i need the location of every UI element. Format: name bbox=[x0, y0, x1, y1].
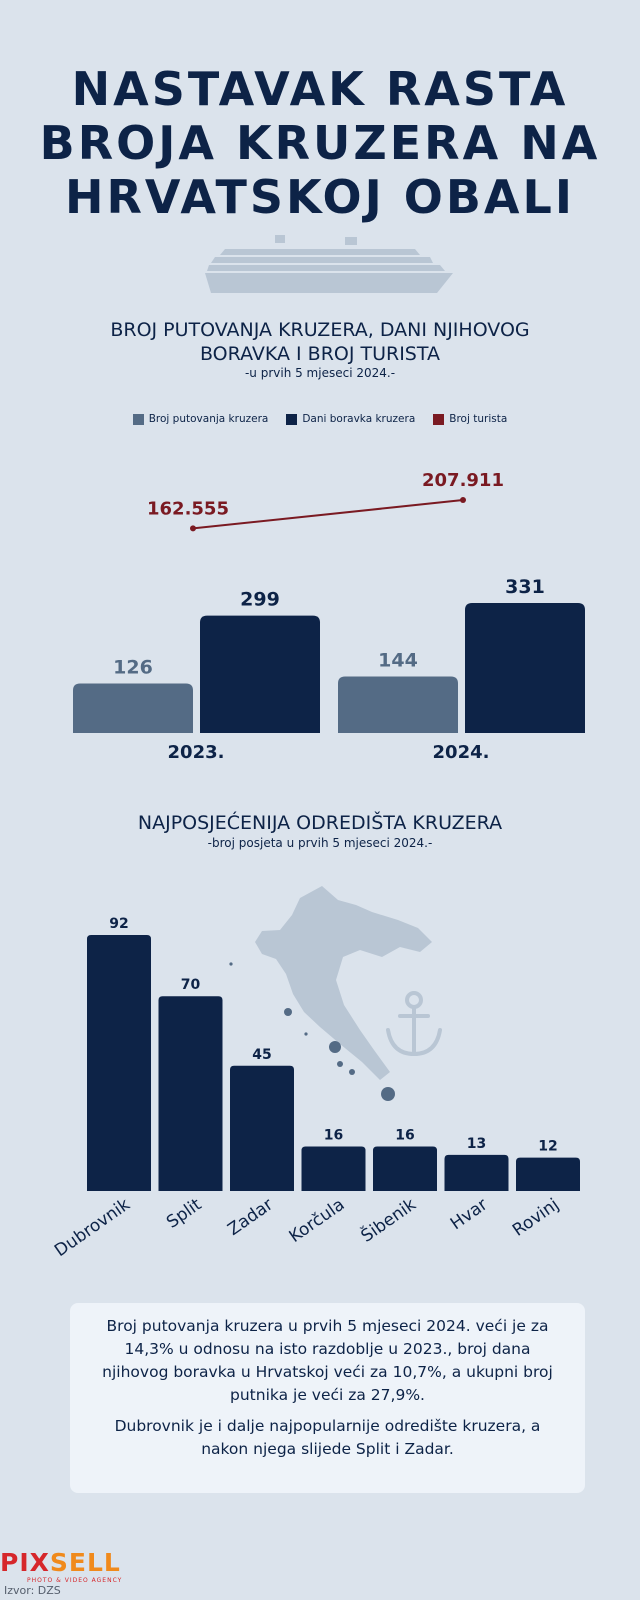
bar-value-trips-1: 144 bbox=[378, 649, 418, 671]
logo-tagline: PHOTO & VIDEO AGENCY bbox=[27, 1577, 123, 1584]
destination-value-3: 16 bbox=[324, 1127, 343, 1143]
legend-swatch-tourists bbox=[433, 413, 445, 425]
destination-bar-1 bbox=[158, 996, 223, 1191]
bar-value-trips-0: 126 bbox=[113, 657, 153, 679]
chart1-title-line-2: BORAVKA I BROJ TURISTA bbox=[199, 343, 440, 365]
destination-label-4: Šibenik bbox=[356, 1193, 420, 1247]
chart1-svg: 126 299 2023. 144 331 2024. 162.555 207.911 bbox=[73, 470, 585, 763]
summary-note: Broj putovanja kruzera u prvih 5 mjeseci… bbox=[70, 1303, 585, 1493]
destination-value-5: 13 bbox=[467, 1136, 486, 1152]
destination-value-6: 12 bbox=[538, 1139, 557, 1155]
legend-swatch-trips bbox=[132, 413, 144, 425]
legend-swatch-days bbox=[286, 413, 298, 425]
croatia-map-icon bbox=[229, 886, 432, 1101]
destination-label-3: Korčula bbox=[286, 1195, 349, 1247]
chart1-title-line-1: BROJ PUTOVANJA KRUZERA, DANI NJIHOVOG bbox=[110, 319, 530, 341]
destination-bar-4 bbox=[373, 1146, 437, 1191]
destination-label-2: Zadar bbox=[224, 1195, 277, 1240]
chart2-svg: 92 Dubrovnik 70 Split 45 Zadar 16 Korčula 16 Šibe… bbox=[51, 916, 580, 1261]
chart2-subtitle: -broj posjeta u prvih 5 mjeseci 2024.- bbox=[207, 836, 433, 850]
cruise-ship-icon bbox=[205, 235, 453, 293]
anchor-icon bbox=[386, 991, 442, 1057]
source-note: Izvor: DZS bbox=[4, 1584, 61, 1597]
category-label-1: 2024. bbox=[433, 742, 490, 763]
destination-bar-2 bbox=[230, 1065, 294, 1191]
category-label-0: 2023. bbox=[168, 742, 225, 763]
logo-part-1: PIX bbox=[0, 1548, 50, 1577]
tourists-value-0: 162.555 bbox=[147, 498, 229, 519]
summary-paragraph-2: Dubrovnik je i dalje najpopularnije odre… bbox=[114, 1417, 541, 1458]
legend-item-days: Dani boravka kruzera bbox=[286, 413, 415, 425]
destination-value-4: 16 bbox=[395, 1127, 414, 1143]
destination-label-6: Rovinj bbox=[509, 1195, 563, 1241]
chart2-title: NAJPOSJEĆENIJA ODREDIŠTA KRUZERA bbox=[137, 812, 503, 834]
legend-item-tourists: Broj turista bbox=[433, 413, 507, 425]
destination-label-0: Dubrovnik bbox=[51, 1195, 134, 1261]
legend-label-tourists: Broj turista bbox=[449, 413, 508, 425]
chart1-legend: Broj putovanja kruzera Dani boravka kruz… bbox=[0, 413, 640, 425]
summary-paragraph-1: Broj putovanja kruzera u prvih 5 mjeseci… bbox=[102, 1317, 553, 1404]
tourists-point-0 bbox=[190, 525, 196, 532]
tourists-value-1: 207.911 bbox=[422, 470, 504, 491]
bar-trips-1 bbox=[338, 676, 458, 733]
bar-value-days-0: 299 bbox=[240, 589, 280, 611]
chart1-subtitle: -u prvih 5 mjeseci 2024.- bbox=[244, 366, 396, 380]
destination-label-1: Split bbox=[163, 1195, 206, 1233]
chart1-title: BROJ PUTOVANJA KRUZERA, DANI NJIHOVOG BO… bbox=[0, 318, 640, 366]
bar-days-0 bbox=[200, 615, 320, 733]
bar-value-days-1: 331 bbox=[505, 576, 545, 598]
legend-label-trips: Broj putovanja kruzera bbox=[148, 413, 269, 425]
bar-days-1 bbox=[465, 603, 585, 733]
page-title: NASTAVAK RASTA BROJA KRUZERA NA HRVATSKO… bbox=[0, 62, 640, 224]
destination-bar-5 bbox=[444, 1154, 509, 1191]
legend-label-days: Dani boravka kruzera bbox=[302, 413, 416, 425]
destination-bar-3 bbox=[301, 1146, 366, 1191]
destination-value-1: 70 bbox=[181, 977, 201, 993]
title-line-1: NASTAVAK RASTA bbox=[71, 62, 569, 116]
legend-item-trips: Broj putovanja kruzera bbox=[132, 413, 269, 425]
pixsell-logo: PIXSELL bbox=[0, 1548, 121, 1577]
destination-value-0: 92 bbox=[109, 916, 128, 932]
bar-trips-0 bbox=[73, 683, 193, 733]
tourists-point-1 bbox=[460, 497, 466, 504]
destination-label-5: Hvar bbox=[447, 1195, 491, 1234]
destination-value-2: 45 bbox=[252, 1047, 271, 1063]
destination-bar-0 bbox=[87, 935, 151, 1191]
title-line-2: BROJA KRUZERA NA bbox=[39, 116, 601, 170]
logo-part-2: SELL bbox=[49, 1548, 121, 1577]
title-line-3: HRVATSKOJ OBALI bbox=[65, 170, 575, 224]
tourists-line bbox=[192, 499, 464, 530]
destination-bar-6 bbox=[516, 1157, 580, 1191]
